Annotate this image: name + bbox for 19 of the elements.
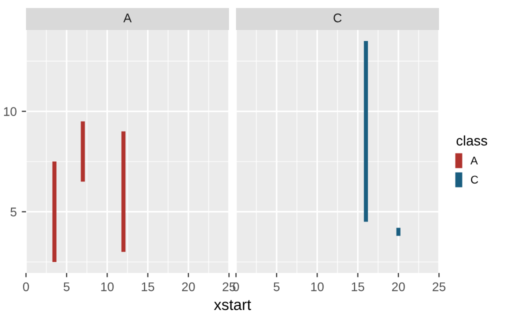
x-axis-title: xstart [214,300,252,310]
x-tick-label: 20 [182,282,195,292]
bar [121,131,126,252]
legend-label: A [470,156,478,164]
x-tick-label: 0 [23,282,29,292]
x-tick-label: 10 [311,282,324,292]
x-tick-label: 20 [392,282,405,292]
legend-title: class [456,135,488,146]
bar [80,121,85,182]
x-tick-label: 25 [432,282,446,292]
x-tick-label: 15 [142,282,154,292]
x-tick-label: 5 [64,282,70,292]
chart-title: A [123,14,132,22]
bar [52,162,56,262]
x-tick-label: 5 [274,282,280,292]
legend-label: C [471,176,478,184]
chart-title: C [334,14,342,22]
x-tick-label: 10 [101,282,114,292]
x-tick-label: 15 [352,282,364,292]
